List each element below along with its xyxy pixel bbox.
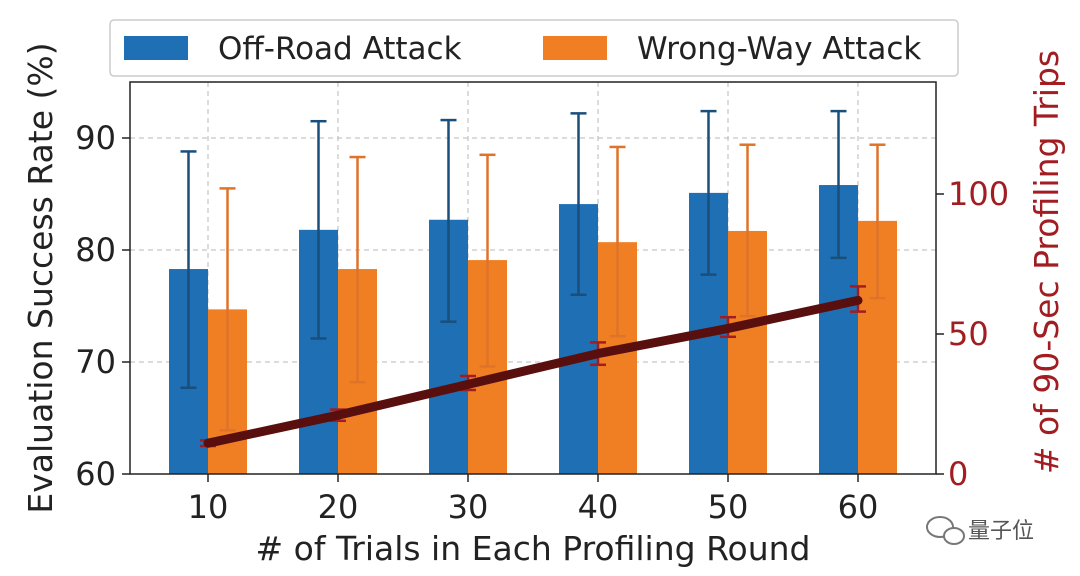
- y-tick-label-3: 90: [75, 119, 116, 157]
- x-tick-label-3: 40: [578, 488, 619, 526]
- plot-frame: [129, 81, 937, 475]
- wechat-icon: [926, 516, 965, 545]
- error-bars: [180, 109, 886, 432]
- x-tick-label-2: 30: [448, 488, 489, 526]
- y2-axis-label: # of 90-Sec Profiling Trips: [1027, 50, 1066, 474]
- trip-point-5: [855, 297, 861, 304]
- trip-point-0: [205, 440, 211, 447]
- watermark-text: 量子位: [968, 519, 1034, 544]
- legend-box: [109, 19, 959, 77]
- axes: 60 70 80 90 0 50 100 10 20 30 40 50 60: [75, 119, 1009, 526]
- watermark: 量子位: [926, 516, 1034, 545]
- y-tick-label-1: 70: [75, 343, 116, 381]
- y2-tick-label-2: 100: [948, 175, 1009, 213]
- legend-swatch-off-road: [124, 36, 188, 60]
- legend-swatch-wrong-way: [543, 36, 607, 60]
- trips-polyline: [203, 295, 863, 448]
- trip-point-4: [725, 325, 731, 332]
- trip-point-2: [465, 381, 471, 388]
- x-tick-label-5: 60: [838, 488, 879, 526]
- trip-point-1: [335, 412, 341, 419]
- grid-lines: [130, 82, 936, 475]
- x-axis-label: # of Trials in Each Profiling Round: [256, 529, 811, 568]
- trip-point-3: [595, 350, 601, 357]
- y2-tick-label-0: 0: [948, 455, 968, 493]
- legend-label-off-road: Off-Road Attack: [218, 31, 462, 67]
- legend-label-wrong-way: Wrong-Way Attack: [637, 31, 921, 67]
- trips-line: [200, 285, 866, 448]
- y-tick-label-2: 80: [75, 231, 116, 269]
- y2-tick-label-1: 50: [948, 315, 989, 353]
- y-axis-label: Evaluation Success Rate (%): [21, 42, 60, 513]
- x-tick-label-1: 20: [318, 488, 359, 526]
- y-tick-label-0: 60: [75, 455, 116, 493]
- legend: Off-Road Attack Wrong-Way Attack: [109, 19, 959, 77]
- x-tick-label-4: 50: [708, 488, 749, 526]
- x-tick-label-0: 10: [188, 488, 229, 526]
